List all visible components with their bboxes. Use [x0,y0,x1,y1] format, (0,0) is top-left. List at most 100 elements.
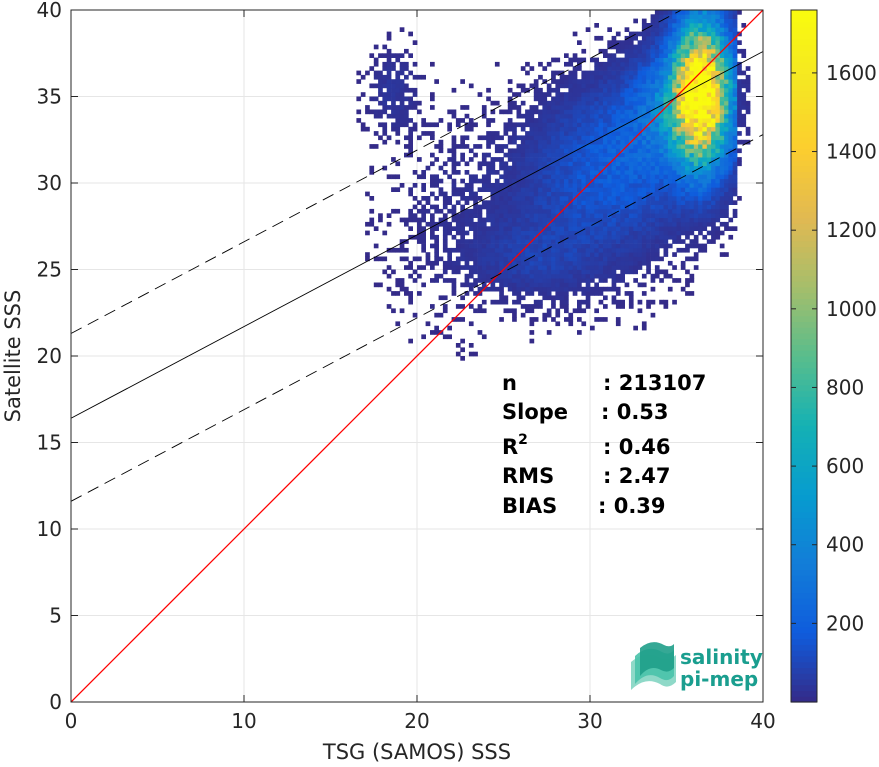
density-cell [693,96,699,102]
density-cell [564,239,569,244]
density-cell [641,113,647,119]
density-cell [706,204,712,210]
density-cell [533,109,539,115]
density-cell [594,35,599,41]
density-cell [529,122,535,128]
density-cell [685,92,690,97]
density-cell [667,200,673,205]
density-cell [641,321,647,327]
density-cell [568,243,574,249]
density-cell [672,131,677,136]
density-cell [698,40,703,45]
density-cell [386,105,392,110]
density-cell [659,299,664,305]
density-cell [654,148,660,154]
density-cell [719,74,725,80]
density-cell [702,135,708,141]
density-cell [551,57,556,63]
density-cell [512,286,517,292]
density-cell [615,144,621,149]
density-cell [698,27,703,32]
density-cell [585,247,591,253]
density-cell [564,191,569,197]
density-cell [706,122,712,128]
density-cell [447,126,452,132]
density-cell [724,66,729,71]
density-cell [741,53,747,58]
density-cell [503,191,509,197]
density-cell [590,230,595,236]
density-cell [533,92,539,97]
density-cell [689,291,695,296]
density-cell [676,35,682,41]
density-cell [594,213,599,218]
density-cell [641,44,647,50]
density-cell [598,317,604,322]
density-cell [369,83,375,89]
density-cell [529,304,535,309]
density-cell [577,269,582,275]
density-cell [538,144,543,149]
density-cell [706,217,712,223]
density-cell [711,148,716,154]
density-cell [603,170,608,175]
density-cell [404,83,409,89]
density-cell [503,230,509,236]
density-cell [728,57,734,63]
density-cell [650,113,656,119]
density-cell [611,260,617,266]
density-cell [551,196,556,201]
density-cell [516,157,522,162]
density-cell [460,118,465,123]
density-cell [654,144,660,149]
density-cell [728,191,734,197]
density-cell [685,118,690,123]
density-cell [542,213,548,218]
density-cell [581,260,587,266]
density-cell [650,183,656,188]
density-cell [447,109,452,115]
density-cell [551,260,556,266]
wave-logo-icon [631,642,676,690]
density-cell [654,92,660,97]
density-cell [689,213,695,218]
density-cell [628,96,634,102]
density-cell [404,247,409,253]
density-cell [650,217,656,223]
density-cell [546,278,552,283]
density-cell [386,221,392,227]
density-cell [481,234,487,240]
density-cell [663,126,669,132]
density-cell [378,213,383,218]
density-cell [386,135,392,141]
density-cell [477,273,483,279]
density-cell [667,27,673,32]
density-cell [386,48,392,54]
density-cell [628,109,634,115]
density-cell [564,105,569,110]
density-cell [641,325,647,331]
density-cell [676,122,682,128]
density-cell [698,217,703,223]
density-cell [732,139,738,145]
density-cell [555,148,561,154]
density-cell [525,221,530,227]
density-cell [378,70,383,76]
density-cell [659,208,664,214]
density-cell [637,74,643,80]
density-cell [715,200,721,205]
density-cell [512,312,517,318]
density-cell [581,321,587,327]
density-cell [646,105,651,110]
density-cell [404,113,409,119]
density-cell [559,269,565,275]
density-cell [633,247,638,253]
density-cell [434,79,439,84]
density-cell [568,269,574,275]
density-cell [577,196,582,201]
density-cell [564,252,569,257]
density-cell [542,157,548,162]
density-cell [719,105,725,110]
density-cell [399,61,405,67]
density-cell [542,317,548,322]
